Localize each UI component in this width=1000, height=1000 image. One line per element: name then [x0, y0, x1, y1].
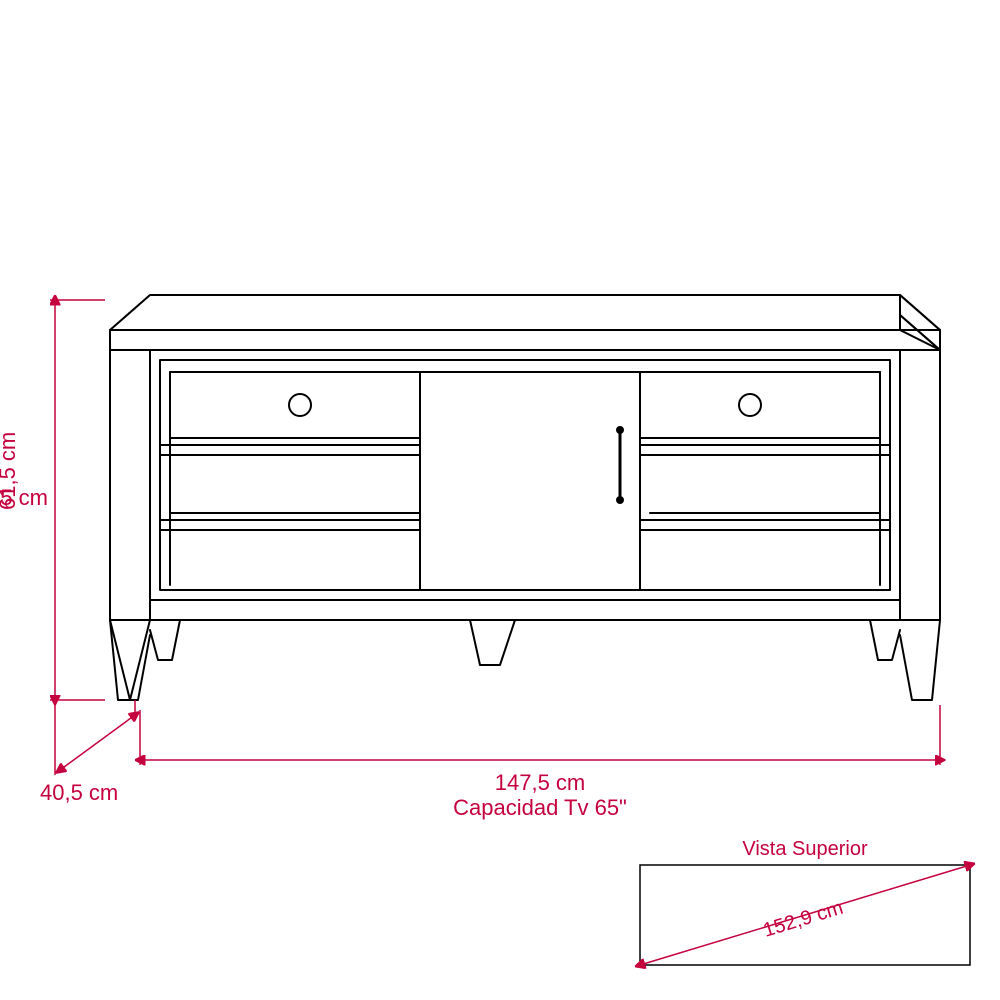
cable-hole-right [739, 394, 761, 416]
label-diagonal: 152,9 cm [761, 897, 846, 942]
tv-console-drawing [110, 295, 940, 700]
label-height: 61,5 cm [0, 485, 48, 510]
furniture-dimension-diagram: 61,5 cm 61,5 cm 40,5 cm 147,5 cm Capacid… [0, 0, 1000, 1000]
label-width: 147,5 cm [495, 770, 586, 795]
label-depth: 40,5 cm [40, 780, 118, 805]
cable-hole-left [289, 394, 311, 416]
label-top-view: Vista Superior [742, 838, 868, 860]
label-capacity: Capacidad Tv 65" [453, 795, 627, 820]
